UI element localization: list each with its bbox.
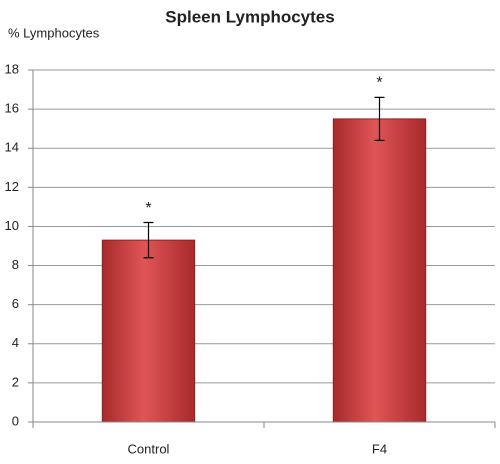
bar bbox=[101, 239, 196, 423]
bar bbox=[332, 118, 427, 423]
y-tick-label: 10 bbox=[5, 218, 19, 233]
y-axis-label: % Lymphocytes bbox=[8, 25, 100, 40]
annotation: * bbox=[376, 75, 382, 92]
y-tick-label: 14 bbox=[5, 140, 19, 155]
y-tick-label: 16 bbox=[5, 101, 19, 116]
annotation: * bbox=[145, 200, 151, 217]
error-bar bbox=[143, 221, 154, 259]
y-tick-label: 18 bbox=[5, 61, 19, 76]
x-tick-label: Control bbox=[128, 441, 170, 456]
y-tick-label: 6 bbox=[12, 296, 19, 311]
chart-title: Spleen Lymphocytes bbox=[165, 7, 334, 26]
y-tick-label: 12 bbox=[5, 179, 19, 194]
error-bar bbox=[374, 96, 385, 141]
y-tick-label: 2 bbox=[12, 374, 19, 389]
x-tick-label: F4 bbox=[372, 441, 387, 456]
y-tick-label: 4 bbox=[12, 335, 19, 350]
y-tick-label: 0 bbox=[12, 413, 19, 428]
y-tick-label: 8 bbox=[12, 257, 19, 272]
